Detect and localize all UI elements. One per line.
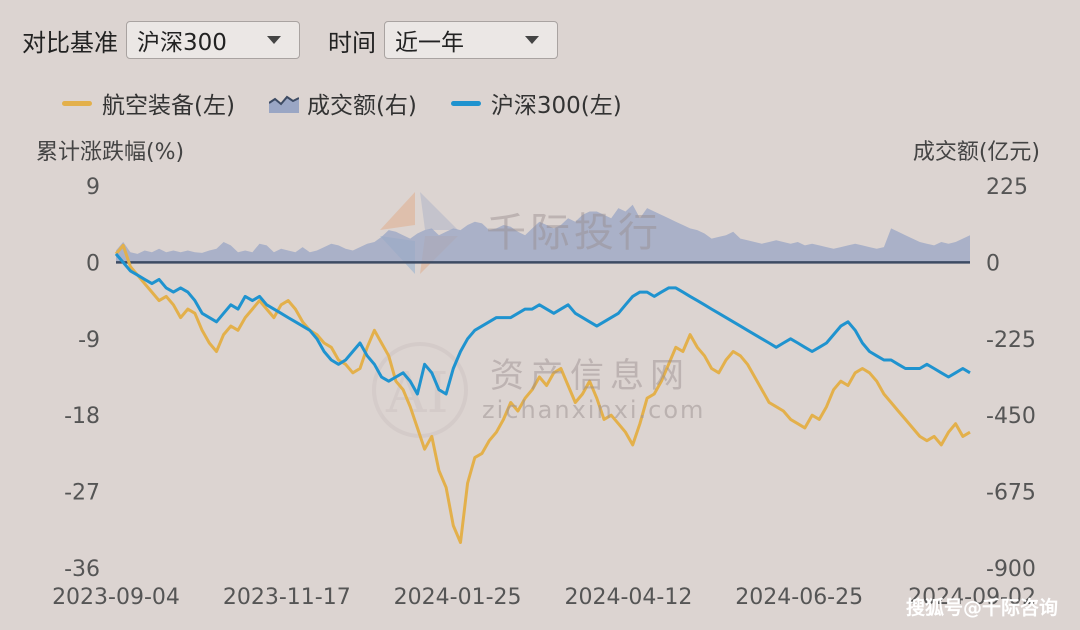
period-value: 近一年: [395, 30, 464, 56]
x-tick-label: 2023-09-04: [52, 585, 180, 610]
left-tick-label: -18: [64, 404, 100, 429]
legend-line-icon: [62, 100, 92, 106]
right-tick-label: -900: [986, 557, 1036, 582]
right-tick-label: -450: [986, 404, 1036, 429]
watermark-site-en: zichanxinxi.com: [482, 396, 706, 424]
period-select[interactable]: 近一年: [384, 21, 558, 59]
legend-item-hs300[interactable]: 沪深300(左): [450, 86, 622, 120]
period-label: 时间: [328, 28, 376, 57]
corner-watermark: 搜狐号@千际咨询: [905, 597, 1058, 619]
x-tick-label: 2024-09-02: [908, 585, 1036, 610]
right-tick-label: 0: [986, 251, 1000, 276]
right-axis-title: 成交额(亿元): [912, 140, 1040, 165]
right-tick-label: -675: [986, 481, 1036, 506]
left-tick-label: 0: [86, 251, 100, 276]
legend-label: 成交额(右): [306, 93, 417, 119]
legend-area-icon: [268, 95, 299, 113]
legend-line-icon: [450, 100, 481, 106]
benchmark-select[interactable]: 沪深300: [126, 21, 300, 59]
left-tick-label: -9: [78, 328, 100, 353]
toolbar: 对比基准 沪深300 时间 近一年: [22, 20, 558, 60]
benchmark-value: 沪深300: [137, 30, 227, 56]
right-tick-label: -225: [986, 328, 1036, 353]
left-tick-label: 9: [86, 175, 100, 200]
legend-label: 沪深300(左): [490, 93, 622, 119]
chevron-down-icon: [267, 36, 281, 44]
legend-label: 航空装备(左): [102, 93, 235, 119]
left-tick-label: -36: [64, 557, 100, 582]
left-axis-title: 累计涨跌幅(%): [36, 140, 185, 165]
chart-legend: 航空装备(左) 成交额(右) 沪深300(左): [62, 86, 656, 120]
x-tick-label: 2023-11-17: [223, 585, 351, 610]
right-tick-label: 225: [986, 175, 1028, 200]
chevron-down-icon: [525, 36, 539, 44]
x-tick-label: 2024-01-25: [394, 585, 522, 610]
watermark-site-cn: 资产信息网: [490, 356, 690, 396]
x-tick-label: 2024-06-25: [735, 585, 863, 610]
watermark-logo-icon: AI: [372, 192, 468, 438]
series-aviation-line: [114, 243, 971, 544]
x-tick-label: 2024-04-12: [564, 585, 692, 610]
legend-item-volume[interactable]: 成交额(右): [268, 86, 417, 120]
benchmark-label: 对比基准: [22, 28, 118, 57]
legend-item-aviation[interactable]: 航空装备(左): [62, 86, 235, 120]
series-volume-area: [116, 204, 970, 263]
series-hs300-line: [114, 252, 971, 396]
left-tick-label: -27: [64, 481, 100, 506]
watermark-brand: 千际投行: [486, 210, 662, 256]
